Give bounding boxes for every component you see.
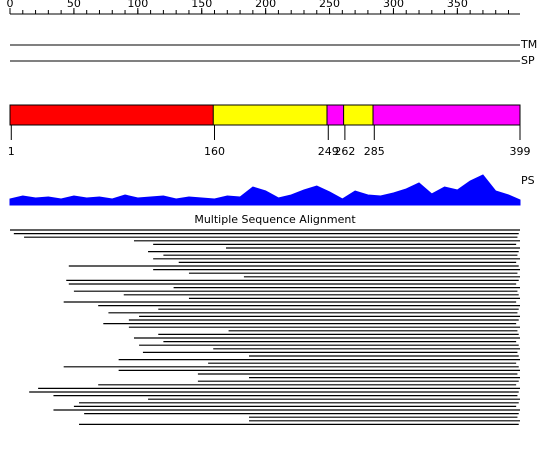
tick-label: 0 (7, 0, 14, 10)
track-label: SP (521, 54, 535, 67)
domain (372, 104, 521, 126)
boundary-label: 1 (8, 145, 15, 158)
profile-label: PS (521, 174, 535, 187)
boundary-label: 285 (364, 145, 385, 158)
tick-label: 250 (319, 0, 340, 10)
domain (326, 104, 346, 126)
domain (343, 104, 375, 126)
domain (212, 104, 329, 126)
tick-label: 150 (191, 0, 212, 10)
tick-label: 300 (383, 0, 404, 10)
tick-label: 100 (127, 0, 148, 10)
track-label: TM (520, 38, 537, 51)
boundary-label: 249 (318, 145, 339, 158)
profile-area (9, 174, 521, 206)
boundary-label: 160 (204, 145, 225, 158)
tick-label: 350 (447, 0, 468, 10)
domain (9, 104, 216, 126)
tick-label: 50 (67, 0, 81, 10)
boundary-label: 262 (334, 145, 355, 158)
alignment-title: Multiple Sequence Alignment (194, 213, 356, 226)
tick-label: 200 (255, 0, 276, 10)
boundary-label: 399 (510, 145, 531, 158)
